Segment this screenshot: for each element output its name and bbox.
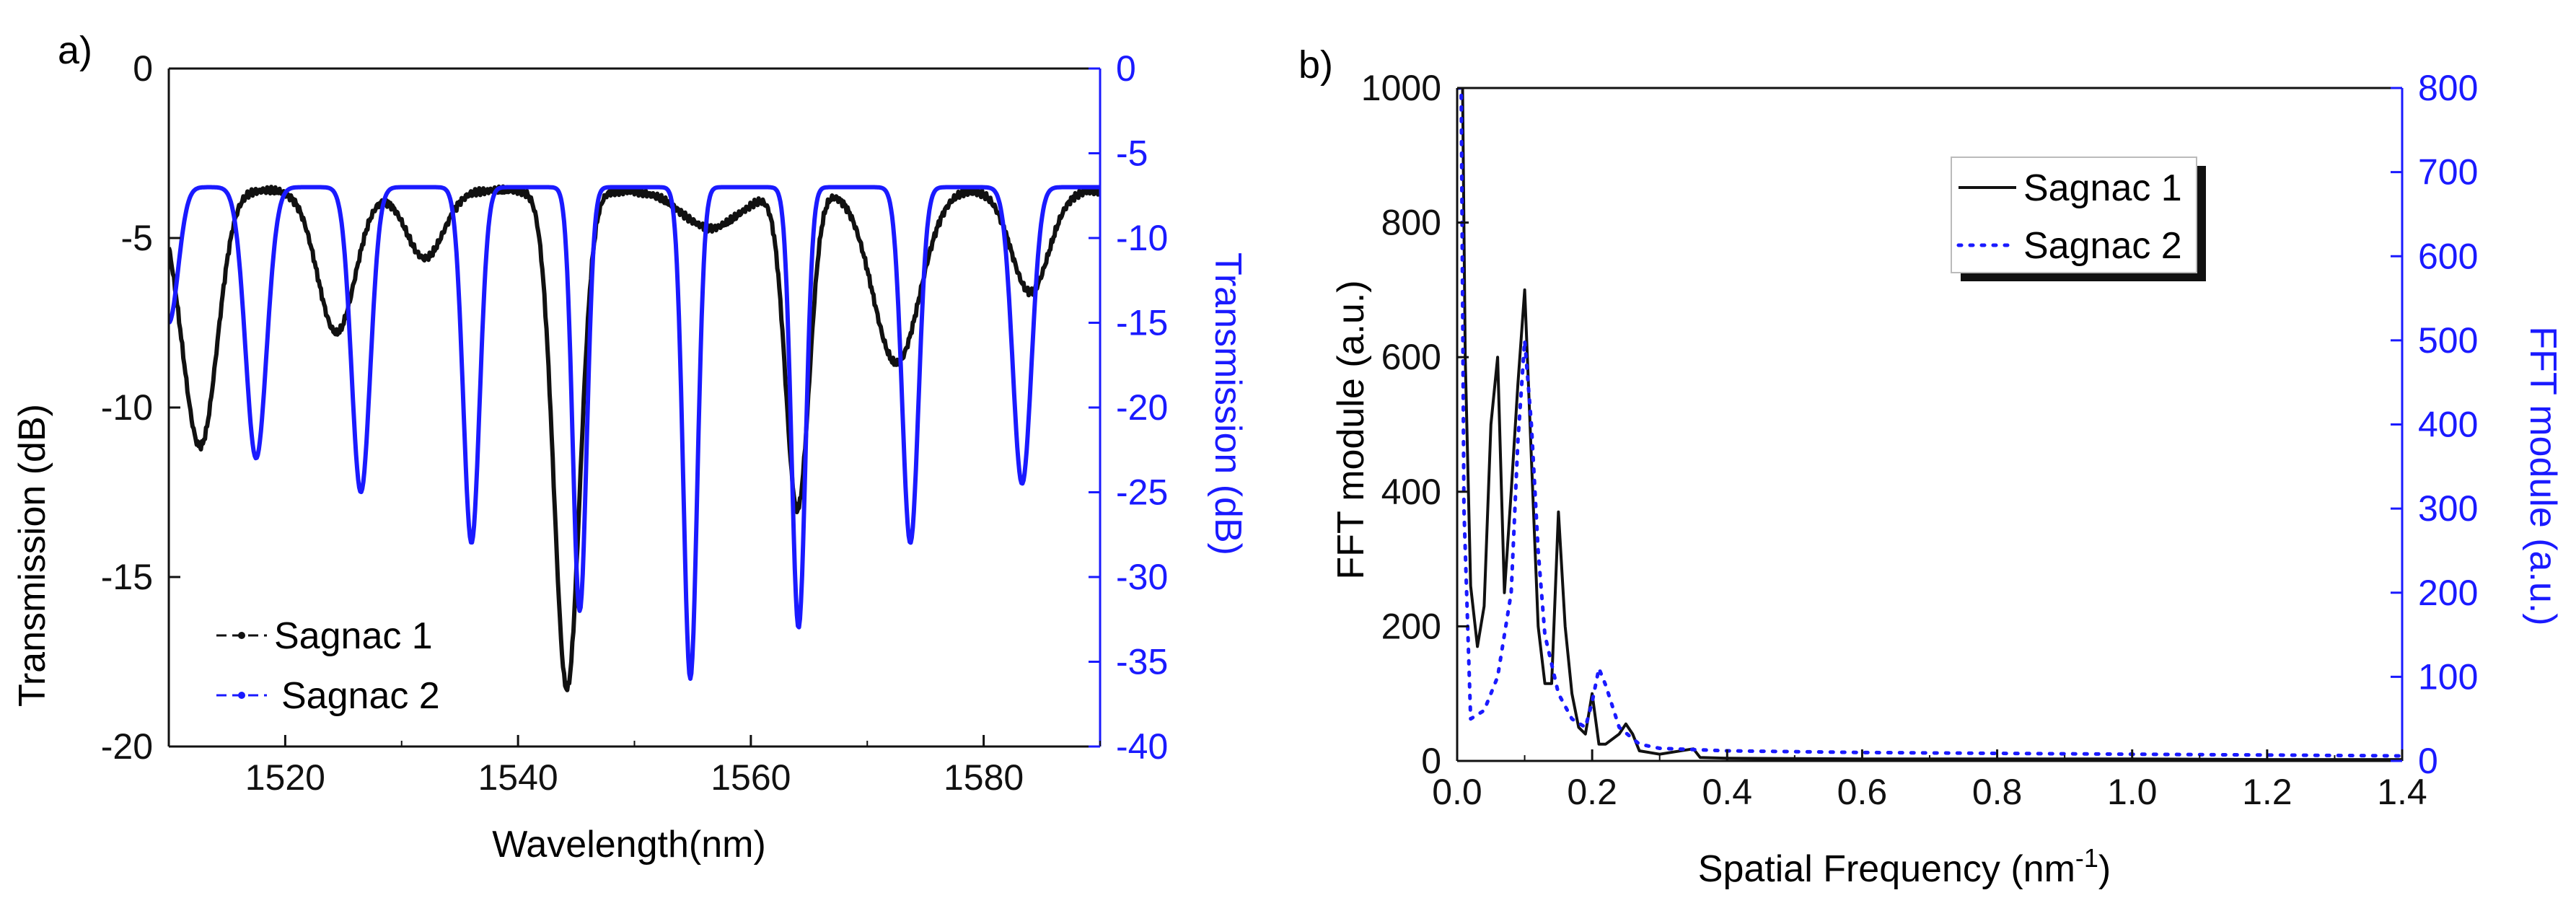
legend-a-sagnac2-label: Sagnac 2 xyxy=(281,675,440,717)
y-tick-label: 800 xyxy=(1381,203,1441,243)
panel-b-right-axis-title: FFT module (a.u.) xyxy=(2522,326,2564,625)
y2-tick-label: -25 xyxy=(1116,472,1168,513)
x-tick-label: 1540 xyxy=(478,757,558,798)
y2-tick-label: -10 xyxy=(1116,218,1168,258)
y-tick-label: -5 xyxy=(121,218,153,258)
legend-b-sagnac2-label: Sagnac 2 xyxy=(2023,225,2182,267)
y-tick-label: 600 xyxy=(1381,337,1441,377)
panel-b-label: b) xyxy=(1298,43,1333,87)
y2-tick-label: -35 xyxy=(1116,642,1168,682)
panel-b-left-axis-title: FFT module (a.u.) xyxy=(1330,280,1372,579)
panel-a-right-axis-title: Transmission (dB) xyxy=(1207,252,1249,555)
panel-b-x-axis-title: Spatial Frequency (nm-1) xyxy=(1698,843,2111,890)
y-tick-label: -15 xyxy=(101,557,153,597)
panel-a-label: a) xyxy=(58,29,92,72)
y2-tick-label: 800 xyxy=(2418,68,2478,108)
series-line-2-panel-b xyxy=(1457,88,2402,758)
panel-a-axes: 1520 1540 1560 1580 0 -5 -10 -15 -20 0 -5 -10 -15 -20… xyxy=(101,48,1169,798)
chart-panel-b: b) 0.0 0.2 0.4 0.6 0.8 1.0 1.2 1.40200400600800… xyxy=(1298,43,2564,890)
series-line-2-panel-a xyxy=(169,185,1100,681)
panel-b-plot-area xyxy=(1457,88,2402,761)
series-line-1-panel-b xyxy=(1457,88,2402,761)
y2-tick-label: -20 xyxy=(1116,387,1168,428)
x-tick-label: 1580 xyxy=(944,757,1024,798)
y2-tick-label: -40 xyxy=(1116,726,1168,767)
y2-tick-label: 700 xyxy=(2418,152,2478,193)
y2-tick-label: 200 xyxy=(2418,573,2478,613)
x-tick-label: 0.0 xyxy=(1432,772,1482,812)
legend-b-sagnac1-label: Sagnac 1 xyxy=(2023,167,2182,209)
x-tick-label: 0.2 xyxy=(1567,772,1617,812)
panel-b-axes: 0.0 0.2 0.4 0.6 0.8 1.0 1.2 1.40200400600800100… xyxy=(1361,68,2479,812)
y2-tick-label: 0 xyxy=(2418,741,2438,781)
y2-tick-label: 300 xyxy=(2418,488,2478,529)
y2-tick-label: 100 xyxy=(2418,656,2478,697)
x-tick-label: 1520 xyxy=(245,757,325,798)
y2-tick-label: -30 xyxy=(1116,557,1168,597)
x-tick-label: 1.0 xyxy=(2107,772,2158,812)
legend-a-sagnac1-label: Sagnac 1 xyxy=(274,615,433,657)
y-tick-label: 1000 xyxy=(1361,68,1441,108)
series-line-1-panel-a xyxy=(169,184,1100,692)
y2-tick-label: 500 xyxy=(2418,320,2478,361)
x-tick-label: 0.8 xyxy=(1972,772,2023,812)
panel-a-left-axis-title: Transmission (dB) xyxy=(12,404,53,707)
y-tick-label: 400 xyxy=(1381,472,1441,512)
y2-tick-label: 0 xyxy=(1116,48,1136,89)
y-tick-label: -20 xyxy=(101,726,153,767)
x-tick-label: 1.4 xyxy=(2377,772,2427,812)
y-tick-label: -10 xyxy=(101,387,153,428)
panel-b-legend: Sagnac 1 Sagnac 2 xyxy=(1951,157,2206,281)
y-tick-label: 200 xyxy=(1381,606,1441,646)
x-tick-label: 1560 xyxy=(711,757,791,798)
y2-tick-label: -5 xyxy=(1116,133,1148,174)
y-tick-label: 0 xyxy=(133,48,153,89)
legend-a-sagnac2-marker xyxy=(238,692,245,699)
panel-a-plot-area xyxy=(169,184,1100,692)
y-tick-label: 0 xyxy=(1421,741,1441,781)
panel-a-x-axis-title: Wavelength(nm) xyxy=(492,824,766,866)
x-tick-label: 0.4 xyxy=(1702,772,1753,812)
x-tick-label: 1.2 xyxy=(2242,772,2293,812)
chart-panel-a: a) 1520 1540 1560 1580 0 -5 -10 -15 -20 0 -5 -10 -15… xyxy=(12,29,1249,866)
legend-b-box xyxy=(1951,157,2197,273)
x-tick-label: 0.6 xyxy=(1837,772,1888,812)
panel-a-legend: Sagnac 1 Sagnac 2 xyxy=(216,615,440,717)
y2-tick-label: -15 xyxy=(1116,303,1168,343)
legend-a-sagnac1-marker xyxy=(238,632,245,639)
y2-tick-label: 600 xyxy=(2418,236,2478,276)
y2-tick-label: 400 xyxy=(2418,405,2478,445)
